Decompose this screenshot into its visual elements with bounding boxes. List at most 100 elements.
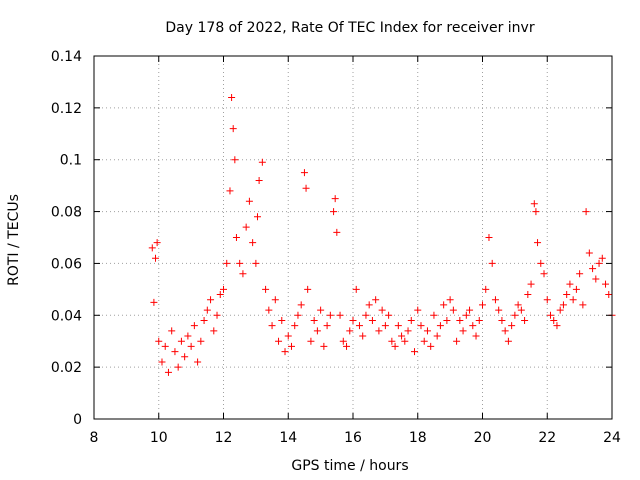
data-point — [436, 322, 444, 330]
data-point — [336, 311, 344, 319]
data-point — [249, 239, 257, 247]
data-point — [407, 316, 415, 324]
data-point — [605, 291, 613, 299]
data-point — [284, 332, 292, 340]
data-point — [153, 239, 161, 247]
data-point — [150, 298, 158, 306]
data-point — [378, 306, 386, 314]
data-point — [504, 337, 512, 345]
data-point — [417, 322, 425, 330]
data-point — [155, 337, 163, 345]
data-point — [427, 342, 435, 350]
data-point — [323, 322, 331, 330]
data-point — [362, 311, 370, 319]
data-point — [317, 306, 325, 314]
data-point — [300, 169, 308, 177]
y-axis-title: ROTI / TECUs — [6, 194, 22, 286]
data-point — [488, 259, 496, 267]
data-point — [304, 285, 312, 293]
data-point — [365, 301, 373, 309]
data-point — [521, 316, 529, 324]
data-point — [297, 301, 305, 309]
data-point — [168, 327, 176, 335]
data-point — [550, 316, 558, 324]
data-point — [585, 249, 593, 257]
data-point — [511, 311, 519, 319]
data-point — [517, 306, 525, 314]
data-point — [281, 348, 289, 356]
y-tick-labels: 0 0.02 0.04 0.06 0.08 0.1 0.12 0.14 — [51, 49, 82, 428]
axis-ticks — [93, 55, 613, 420]
data-point — [252, 259, 260, 267]
data-point — [491, 296, 499, 304]
data-point — [291, 322, 299, 330]
data-point — [469, 322, 477, 330]
data-point — [598, 254, 606, 262]
data-point — [302, 184, 310, 192]
x-tick-label: 16 — [344, 430, 362, 446]
data-point — [200, 316, 208, 324]
data-point — [446, 296, 454, 304]
data-point — [559, 301, 567, 309]
data-point — [482, 285, 490, 293]
data-point — [404, 327, 412, 335]
data-point — [148, 244, 156, 252]
data-point — [388, 337, 396, 345]
data-point — [346, 327, 354, 335]
data-point — [242, 223, 250, 231]
data-point — [537, 259, 545, 267]
data-point — [440, 301, 448, 309]
data-point — [569, 296, 577, 304]
data-point — [255, 176, 263, 184]
data-point — [375, 327, 383, 335]
x-tick-label: 8 — [90, 430, 99, 446]
data-point — [333, 228, 341, 236]
data-point — [381, 322, 389, 330]
data-point — [359, 332, 367, 340]
data-point — [433, 332, 441, 340]
data-point — [258, 158, 266, 166]
data-point — [368, 316, 376, 324]
data-point — [540, 270, 548, 278]
x-tick-label: 20 — [474, 430, 492, 446]
data-point — [194, 358, 202, 366]
data-point — [582, 208, 590, 216]
data-point — [543, 296, 551, 304]
data-point — [307, 337, 315, 345]
data-point — [265, 306, 273, 314]
data-point — [398, 332, 406, 340]
data-point — [320, 342, 328, 350]
data-point — [181, 353, 189, 361]
grid-lines — [94, 56, 612, 419]
data-point — [278, 316, 286, 324]
x-axis-title: GPS time / hours — [291, 458, 408, 474]
data-point — [229, 125, 237, 133]
data-point — [343, 342, 351, 350]
data-point — [466, 306, 474, 314]
data-point — [226, 187, 234, 195]
y-tick-label: 0.06 — [51, 256, 82, 272]
data-point — [556, 306, 564, 314]
data-point — [228, 93, 236, 101]
data-point — [420, 337, 428, 345]
data-point — [589, 265, 597, 273]
data-point — [495, 306, 503, 314]
data-point — [414, 306, 422, 314]
data-point — [203, 306, 211, 314]
y-tick-label: 0.02 — [51, 360, 82, 376]
data-point — [462, 311, 470, 319]
x-tick-label: 22 — [538, 430, 556, 446]
data-point — [326, 311, 334, 319]
data-point — [459, 327, 467, 335]
data-point — [262, 285, 270, 293]
data-point — [498, 316, 506, 324]
data-point — [223, 259, 231, 267]
data-point — [339, 337, 347, 345]
data-point — [479, 301, 486, 309]
y-tick-label: 0 — [73, 412, 82, 428]
chart-title: Day 178 of 2022, Rate Of TEC Index for r… — [165, 20, 534, 36]
data-point — [220, 285, 227, 293]
data-point — [174, 363, 182, 371]
data-point — [268, 322, 276, 330]
